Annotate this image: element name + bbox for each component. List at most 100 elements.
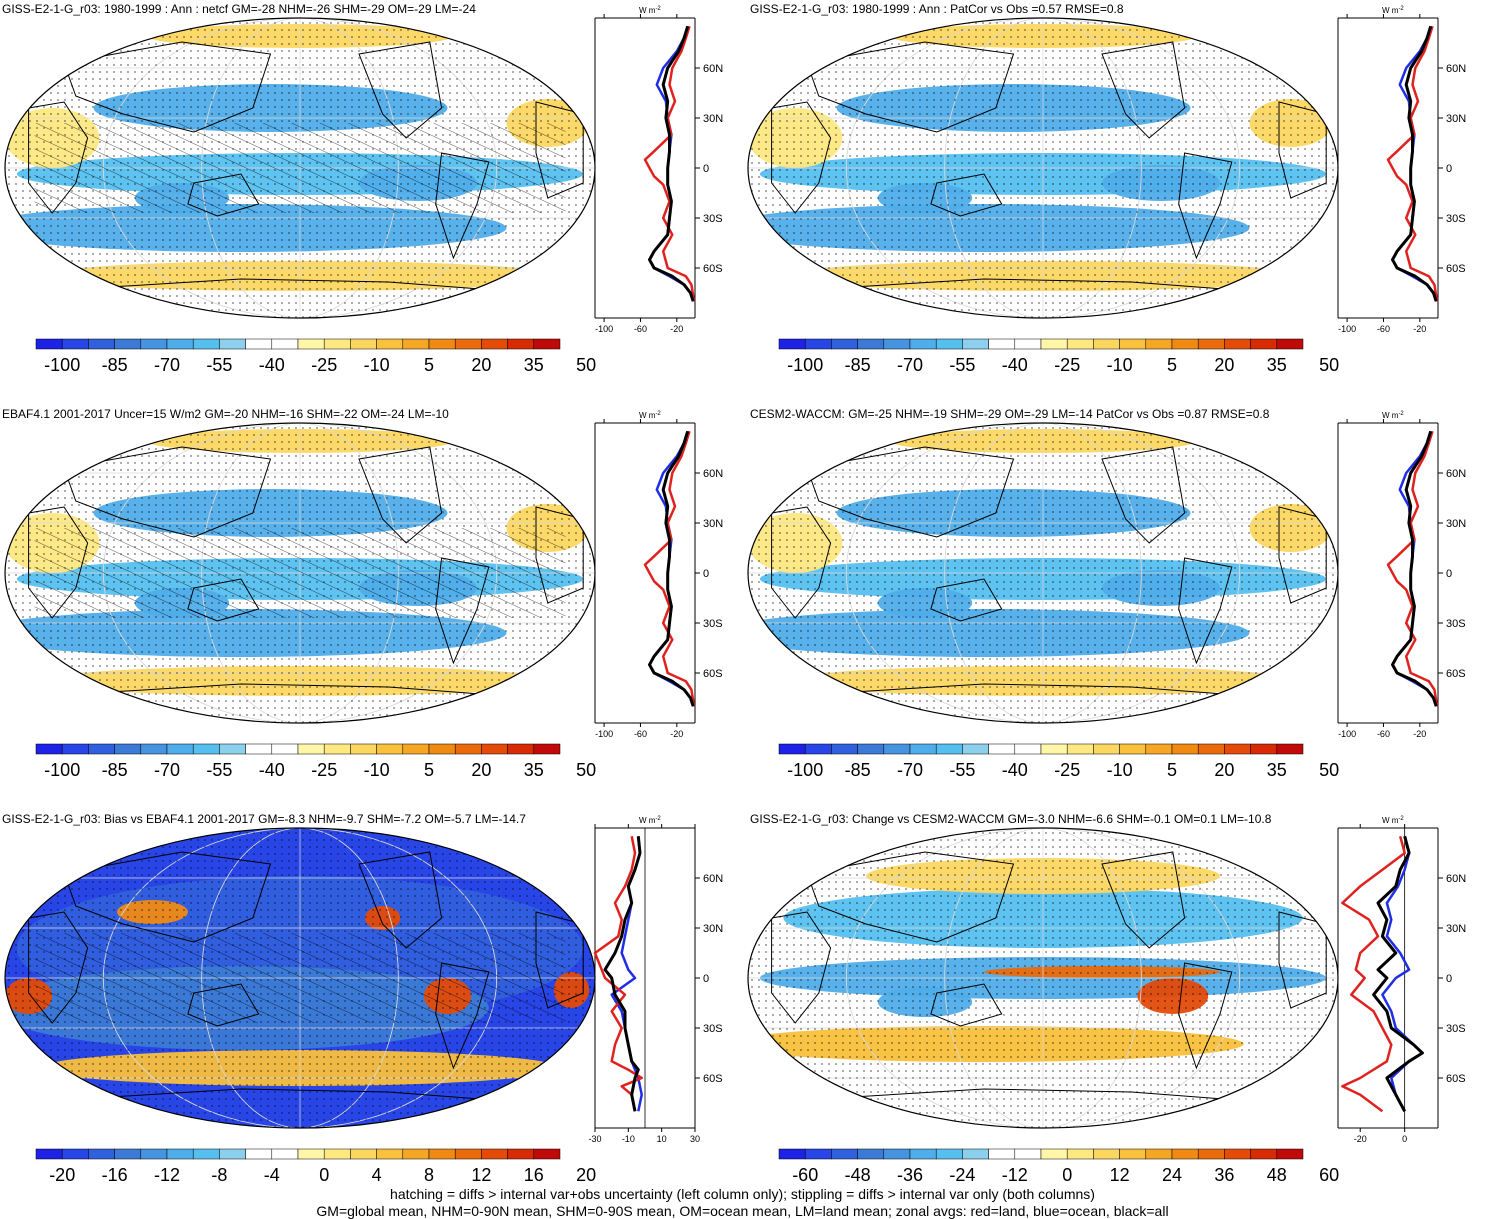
- colorbar-swatch: [857, 338, 885, 350]
- colorbar-swatch: [831, 338, 858, 350]
- colorbar-swatch: [323, 743, 351, 755]
- colorbar-swatch: [1066, 1148, 1094, 1160]
- lat-label: 60N: [1446, 63, 1466, 75]
- colorbar-swatch: [1066, 743, 1094, 755]
- zonal-x-tick: -20: [670, 324, 683, 334]
- colorbar-swatch: [909, 338, 937, 350]
- colorbar-swatch: [245, 338, 273, 350]
- zonal-all-line: [1391, 430, 1438, 707]
- zonal-x-tick: -30: [588, 1134, 601, 1144]
- colorbar-swatch: [481, 743, 508, 755]
- colorbar-swatch: [962, 743, 989, 755]
- colorbar-label: 48: [1267, 1165, 1287, 1185]
- colorbar-swatch: [804, 743, 832, 755]
- colorbar-swatch: [831, 1148, 858, 1160]
- colorbar-swatch: [507, 743, 535, 755]
- colorbar-label: -20: [49, 1165, 75, 1185]
- colorbar-swatch: [883, 338, 911, 350]
- colorbar-swatch: [1145, 338, 1173, 350]
- colorbar-label: -70: [154, 355, 180, 375]
- colorbar-swatch: [428, 743, 456, 755]
- colorbar-swatch: [454, 1148, 482, 1160]
- zonal-mean-plot: W m-2 -30 -10 10 30 60N 30N 0 30S 60S: [588, 816, 723, 1144]
- colorbar-label: 20: [471, 760, 491, 780]
- zonal-all-line: [648, 25, 695, 302]
- colorbar: -100 -85 -70 -55 -40 -25 -10 5 20 35 50: [778, 743, 1339, 780]
- zonal-unit-label: W m-2: [1382, 6, 1404, 15]
- colorbar-swatch: [1014, 743, 1042, 755]
- colorbar-swatch: [297, 1148, 325, 1160]
- colorbar: -100 -85 -70 -55 -40 -25 -10 5 20 35 50: [778, 338, 1339, 375]
- zonal-all-line: [1372, 835, 1424, 1113]
- zonal-x-tick: 0: [1402, 1134, 1407, 1144]
- map-field: [5, 423, 595, 723]
- colorbar-swatch: [533, 338, 561, 350]
- colorbar-swatch: [323, 338, 351, 350]
- colorbar-label: 0: [319, 1165, 329, 1185]
- colorbar: -100 -85 -70 -55 -40 -25 -10 5 20 35 50: [35, 743, 596, 780]
- zonal-land-line: [1341, 835, 1406, 1113]
- lat-label: 60N: [1446, 468, 1466, 480]
- panel-title: EBAF4.1 2001-2017 Uncer=15 W/m2 GM=-20 N…: [2, 407, 449, 421]
- colorbar-label: -40: [1002, 760, 1028, 780]
- colorbar-label: 12: [471, 1165, 491, 1185]
- colorbar-swatch: [166, 1148, 194, 1160]
- colorbar-label: -25: [311, 760, 337, 780]
- colorbar-swatch: [1276, 743, 1304, 755]
- colorbar-swatch: [402, 743, 430, 755]
- colorbar-swatch: [857, 743, 885, 755]
- colorbar-swatch: [114, 743, 142, 755]
- colorbar-label: -25: [311, 355, 337, 375]
- lat-label: 0: [1446, 973, 1452, 985]
- colorbar-swatch: [1171, 1148, 1199, 1160]
- colorbar-swatch: [245, 1148, 273, 1160]
- colorbar-swatch: [88, 338, 115, 350]
- colorbar-label: -100: [787, 760, 823, 780]
- colorbar-swatch: [1250, 1148, 1278, 1160]
- panel-4: CESM2-WACCM: GM=-25 NHM=-19 SHM=-29 OM=-…: [743, 405, 1485, 810]
- colorbar-swatch: [1014, 338, 1042, 350]
- colorbar-label: 50: [1319, 760, 1339, 780]
- zonal-unit-label: W m-2: [639, 816, 661, 825]
- colorbar-label: -100: [44, 760, 80, 780]
- colorbar: -100 -85 -70 -55 -40 -25 -10 5 20 35 50: [35, 338, 596, 375]
- colorbar-label: 35: [524, 355, 544, 375]
- colorbar-swatch: [988, 338, 1016, 350]
- map-field: [748, 828, 1338, 1128]
- map-field: [748, 423, 1338, 723]
- map-field: [748, 18, 1338, 318]
- colorbar-swatch: [1119, 1148, 1147, 1160]
- colorbar-swatch: [1224, 338, 1251, 350]
- lat-label: 0: [1446, 163, 1452, 175]
- colorbar-label: 5: [1167, 355, 1177, 375]
- colorbar-swatch: [245, 743, 273, 755]
- colorbar-label: -55: [949, 760, 975, 780]
- colorbar-label: -70: [897, 355, 923, 375]
- zonal-x-tick: -10: [622, 1134, 635, 1144]
- colorbar-swatch: [35, 743, 63, 755]
- colorbar-swatch: [402, 338, 430, 350]
- colorbar-swatch: [114, 338, 142, 350]
- panel-title: GISS-E2-1-G_r03: Bias vs EBAF4.1 2001-20…: [2, 812, 526, 826]
- colorbar-swatch: [1040, 338, 1068, 350]
- colorbar-label: -8: [211, 1165, 227, 1185]
- colorbar-label: -85: [102, 760, 128, 780]
- colorbar-swatch: [428, 338, 456, 350]
- colorbar-label: 36: [1214, 1165, 1234, 1185]
- zonal-mean-plot: W m-2 -100 -60 -20 60N 30N 0 30S 60S: [1337, 6, 1466, 334]
- zonal-unit-label: W m-2: [1382, 816, 1404, 825]
- zonal-x-tick: -60: [1377, 729, 1390, 739]
- colorbar: -60 -48 -36 -24 -12 0 12 24 36 48 60: [778, 1148, 1339, 1185]
- lat-label: 60S: [1446, 668, 1466, 680]
- zonal-x-tick: -20: [1413, 729, 1426, 739]
- map-field: [5, 18, 595, 318]
- colorbar-swatch: [1276, 338, 1304, 350]
- map-field: [5, 828, 595, 1128]
- zonal-mean-plot: W m-2 -100 -60 -20 60N 30N 0 30S 60S: [1337, 411, 1466, 739]
- panel-5: GISS-E2-1-G_r03: Bias vs EBAF4.1 2001-20…: [0, 810, 742, 1215]
- lat-label: 0: [703, 568, 709, 580]
- colorbar-swatch: [1171, 338, 1199, 350]
- colorbar-swatch: [454, 338, 482, 350]
- colorbar-swatch: [140, 1148, 168, 1160]
- colorbar-swatch: [481, 338, 508, 350]
